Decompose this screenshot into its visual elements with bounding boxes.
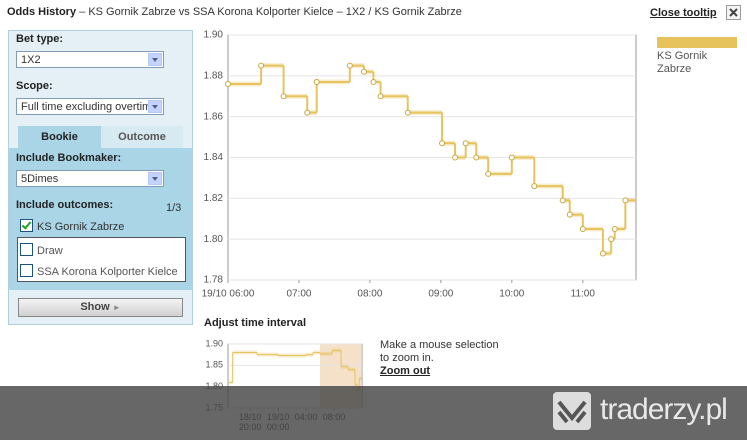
point [370,78,377,85]
button-label: Show [80,301,110,313]
watermark-band [0,386,747,440]
outcomes-count: 1/3 [166,202,182,214]
y-tick-label: 1.80 [204,234,224,245]
x-tick-label: 07:00 [286,289,311,300]
y-tick-label: 1.88 [204,70,224,81]
close-icon[interactable] [726,5,741,20]
point [361,68,367,75]
scope-value: Full time excluding overtim [21,101,149,113]
y-tick-label: 1.78 [204,275,224,286]
checkbox[interactable] [20,219,33,232]
point [225,81,231,87]
bookmaker-label: Include Bookmaker: [16,152,122,164]
chart-title: Adjust time interval [204,317,306,329]
legend-label: KS Gornik Zabrze [657,50,708,75]
point [531,183,538,190]
x-tick-label: 19/10 06:00 [202,289,255,300]
close-link[interactable]: Close tooltip [650,7,717,19]
point [473,154,480,161]
point [280,93,287,100]
point [485,170,492,177]
subtitle: – KS Gornik Zabrze vs SSA Korona Kolport… [79,6,462,18]
bet-type-value: 1X2 [21,54,41,66]
y-tick-label: 1.85 [205,360,223,370]
bookmaker-select[interactable]: 5Dimes [16,170,164,187]
outcome-label: SSA Korona Kolporter Kielce [37,266,178,278]
zoom-hint: Make a mouse selection to zoom in. [380,339,499,364]
point [313,78,320,85]
point [566,211,573,218]
point [452,154,459,161]
point [599,250,606,257]
point [439,140,446,147]
outcome-label: KS Gornik Zabrze [37,221,125,233]
checkbox[interactable] [20,243,33,256]
x-tick-label: 10:00 [499,289,524,300]
point [608,236,615,243]
outcomes-label: Include outcomes: [16,199,114,211]
tab-bookie[interactable]: Bookie [18,126,101,148]
scope-label: Scope: [16,80,53,92]
x-tick-label: 09:00 [428,289,453,300]
point [404,109,411,116]
outcome-label: Draw [37,245,63,257]
x-tick-label: 11:00 [571,289,596,300]
point [258,62,265,69]
watermark-text: traderzy.pl [600,393,728,426]
bet-type-select[interactable]: 1X2 [16,51,164,68]
point [579,225,586,232]
point [622,197,629,204]
bookmaker-value: 5Dimes [21,173,59,185]
outcome-row[interactable]: KS Gornik Zabrze [20,219,124,233]
tab-outcome[interactable]: Outcome [101,126,183,148]
legend-swatch [657,37,737,48]
point [559,197,566,204]
point [377,93,384,100]
point [346,62,353,69]
header: Odds History – KS Gornik Zabrze vs SSA K… [7,6,462,18]
point [508,154,515,161]
x-icon [729,8,738,17]
y-tick-label: 1.90 [204,30,224,41]
point [304,109,311,116]
title: Odds History [7,6,77,18]
outcome-row[interactable]: Draw [20,243,63,257]
y-tick-label: 1.84 [204,152,224,163]
x-tick-label: 08:00 [357,289,382,300]
outcome-list [17,237,186,282]
point [462,140,469,147]
y-tick-label: 1.82 [204,193,224,204]
watermark-icon [553,392,591,430]
bet-type-label: Bet type: [16,33,64,45]
point [611,225,618,232]
y-tick-label: 1.86 [204,111,224,122]
show-button[interactable]: Show ► [18,298,183,317]
zoom-out-link[interactable]: Zoom out [380,365,431,377]
logo [557,400,587,424]
checkbox[interactable] [20,264,33,277]
outcome-row[interactable]: SSA Korona Kolporter Kielce [20,264,178,278]
y-tick-label: 1.90 [205,338,223,348]
scope-select[interactable]: Full time excluding overtim [16,98,164,115]
